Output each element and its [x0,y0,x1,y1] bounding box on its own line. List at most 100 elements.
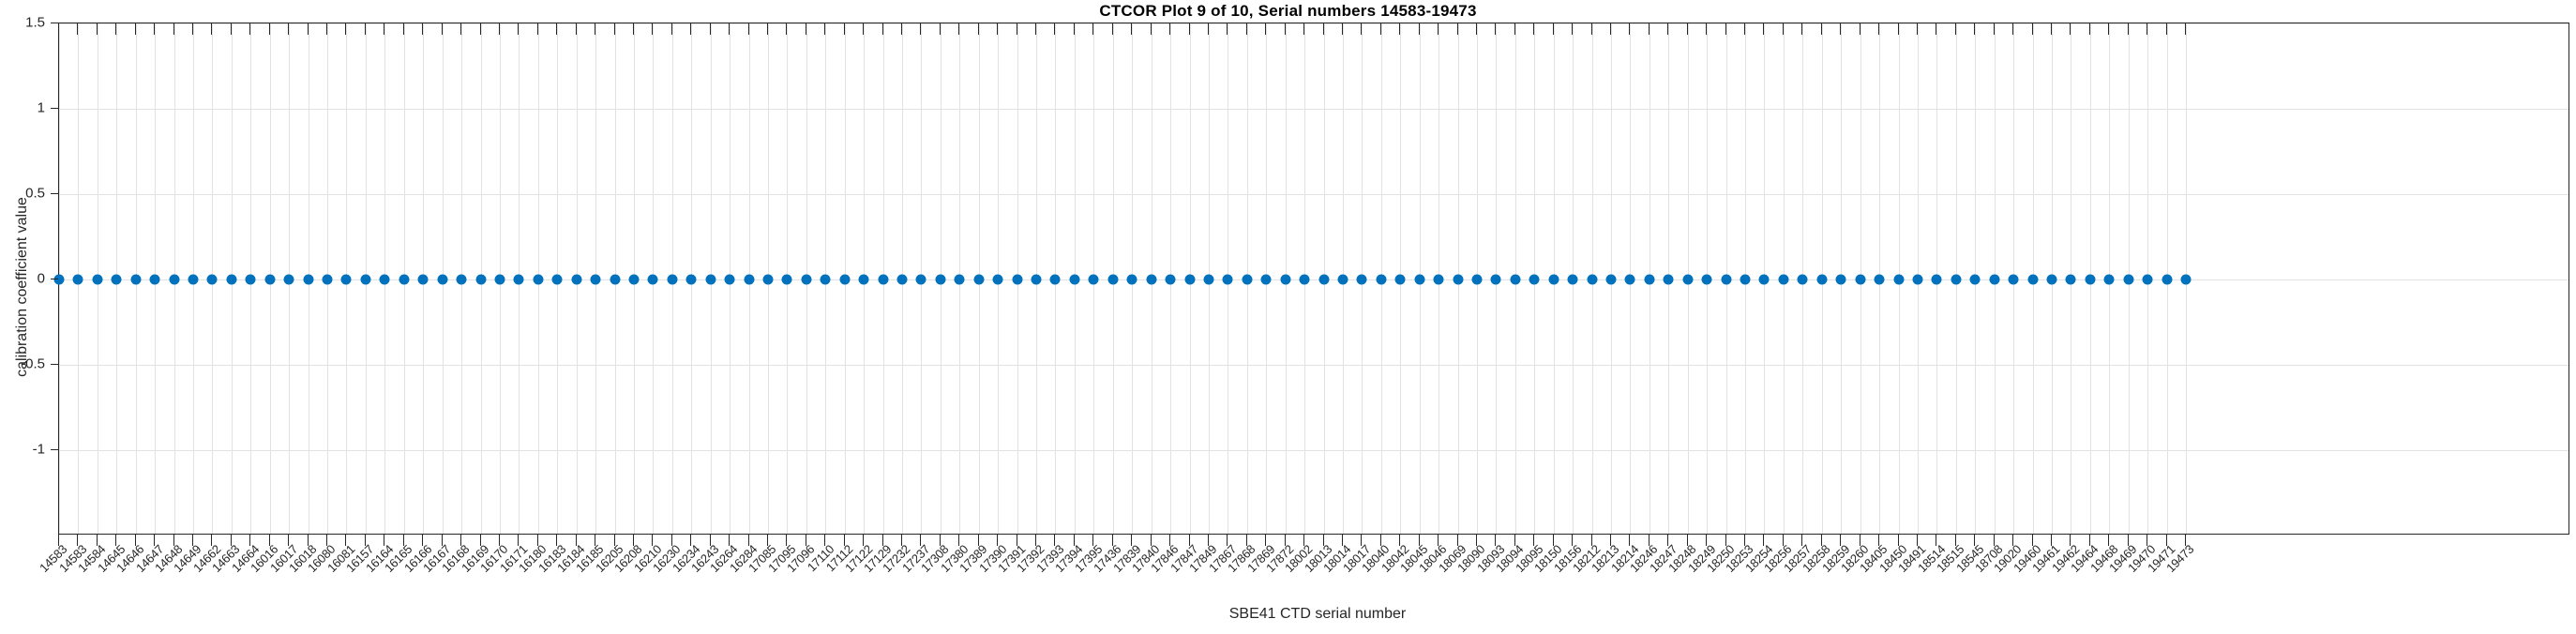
x-tick-mark-top [441,23,443,35]
data-point [360,274,371,285]
data-point [1260,274,1272,285]
x-tick-mark-bottom [192,535,194,546]
x-tick-mark-top [115,23,117,35]
x-tick-mark-top [288,23,290,35]
x-tick-mark-bottom [364,535,366,546]
x-tick-mark-bottom [1418,535,1420,546]
data-point [1012,274,1023,285]
x-tick-mark-top [1916,23,1918,35]
x-tick-mark-bottom [556,535,558,546]
x-tick-mark-top [1878,23,1880,35]
x-tick-mark-top [1418,23,1420,35]
x-tick-mark-top [1782,23,1784,35]
x-tick-mark-top [1476,23,1477,35]
x-tick-mark-bottom [2108,535,2110,546]
x-tick-mark-top [881,23,883,35]
data-point [2065,274,2076,285]
x-axis-label: SBE41 CTD serial number [1228,606,1407,622]
x-tick-mark-top [460,23,462,35]
x-tick-mark-bottom [1686,535,1688,546]
x-tick-mark-bottom [767,535,768,546]
x-tick-mark-top [96,23,98,35]
y-tick-mark [51,108,58,109]
x-tick-mark-bottom [1207,535,1209,546]
data-point [1069,274,1080,285]
x-tick-mark-bottom [670,535,672,546]
x-tick-mark-top [2070,23,2071,35]
data-point [322,274,333,285]
data-point [1605,274,1617,285]
x-tick-mark-top [1706,23,1708,35]
x-tick-mark-top [652,23,654,35]
data-point [2180,274,2192,285]
x-tick-mark-top [1744,23,1746,35]
y-gridline [59,109,2568,110]
x-tick-mark-top [58,23,59,35]
x-tick-mark-top [939,23,941,35]
x-tick-mark-top [402,23,404,35]
data-point [130,274,142,285]
data-point [744,274,755,285]
x-tick-mark-bottom [230,535,232,546]
x-tick-mark-bottom [1916,535,1918,546]
x-tick-mark-top [1610,23,1612,35]
data-point [685,274,697,285]
chart-title: CTCOR Plot 9 of 10, Serial numbers 14583… [1099,2,1477,20]
x-tick-mark-top [536,23,538,35]
data-point [2046,274,2057,285]
data-point [1567,274,1578,285]
x-tick-mark-bottom [1706,535,1708,546]
x-tick-mark-top [2012,23,2014,35]
x-tick-mark-top [958,23,960,35]
data-point [647,274,658,285]
x-tick-mark-bottom [1379,535,1381,546]
data-point [1778,274,1789,285]
x-tick-mark-bottom [2088,535,2090,546]
data-point [283,274,294,285]
data-point [226,274,237,285]
x-tick-mark-top [556,23,558,35]
data-point [1682,274,1694,285]
data-point [1797,274,1808,285]
x-tick-mark-top [2185,23,2186,35]
x-tick-mark-top [1438,23,1439,35]
x-tick-mark-bottom [441,535,443,546]
data-point [628,274,640,285]
x-tick-mark-top [1572,23,1574,35]
data-point [1816,274,1828,285]
x-tick-mark-bottom [96,535,98,546]
y-tick-label: -0.5 [21,355,45,372]
x-tick-mark-bottom [997,535,999,546]
x-tick-mark-bottom [1954,535,1956,546]
data-point [1394,274,1406,285]
data-point [1490,274,1501,285]
data-point [1529,274,1540,285]
x-tick-mark-bottom [422,535,424,546]
x-tick-mark-top [824,23,826,35]
x-tick-mark-bottom [2185,535,2186,546]
x-tick-mark-top [1207,23,1209,35]
data-point [417,274,429,285]
plot-area [53,23,2569,535]
x-tick-mark-top [1552,23,1554,35]
x-tick-mark-bottom [2070,535,2071,546]
x-tick-mark-top [690,23,692,35]
x-tick-mark-top [364,23,366,35]
x-tick-mark-bottom [690,535,692,546]
x-tick-mark-bottom [1629,535,1631,546]
x-tick-mark-bottom [632,535,634,546]
x-tick-mark-bottom [1763,535,1765,546]
data-point [111,274,122,285]
x-tick-mark-top [1840,23,1842,35]
y-gridline [59,279,2568,280]
x-tick-mark-bottom [479,535,481,546]
data-point [839,274,851,285]
data-point [1701,274,1712,285]
x-tick-mark-bottom [2012,535,2014,546]
x-tick-mark-bottom [1878,535,1880,546]
data-point [264,274,276,285]
x-tick-mark-bottom [2031,535,2033,546]
x-tick-mark-top [422,23,424,35]
x-tick-mark-top [1801,23,1803,35]
